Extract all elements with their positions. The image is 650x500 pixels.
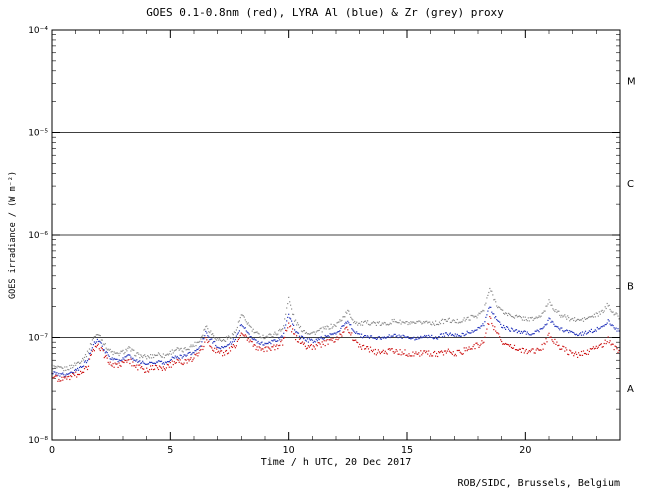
flare-class-label: A <box>627 384 634 395</box>
x-tick-label: 5 <box>167 445 173 456</box>
y-tick-label: 10⁻⁸ <box>28 436 48 446</box>
series-lyra-al-proxy <box>51 306 620 378</box>
plot-frame <box>51 29 621 441</box>
y-tick-label: 10⁻⁵ <box>28 129 48 139</box>
x-tick-label: 10 <box>283 445 295 456</box>
series-goes-0-1-0-8nm <box>51 316 620 382</box>
x-tick-label: 15 <box>401 445 413 456</box>
x-tick-label: 20 <box>519 445 531 456</box>
x-axis-label: Time / h UTC, 20 Dec 2017 <box>260 457 412 468</box>
y-tick-label: 10⁻⁷ <box>28 334 48 344</box>
y-tick-label: 10⁻⁶ <box>28 231 48 241</box>
series-lyra-zr-proxy <box>51 287 620 372</box>
chart-title: GOES 0.1-0.8nm (red), LYRA Al (blue) & Z… <box>146 6 504 19</box>
credit-text: ROB/SIDC, Brussels, Belgium <box>457 478 620 489</box>
flare-class-label: C <box>627 179 634 190</box>
y-tick-label: 10⁻⁴ <box>28 26 48 36</box>
flare-class-label: M <box>627 76 636 87</box>
flare-class-label: B <box>627 281 634 292</box>
x-tick-label: 0 <box>49 445 55 456</box>
